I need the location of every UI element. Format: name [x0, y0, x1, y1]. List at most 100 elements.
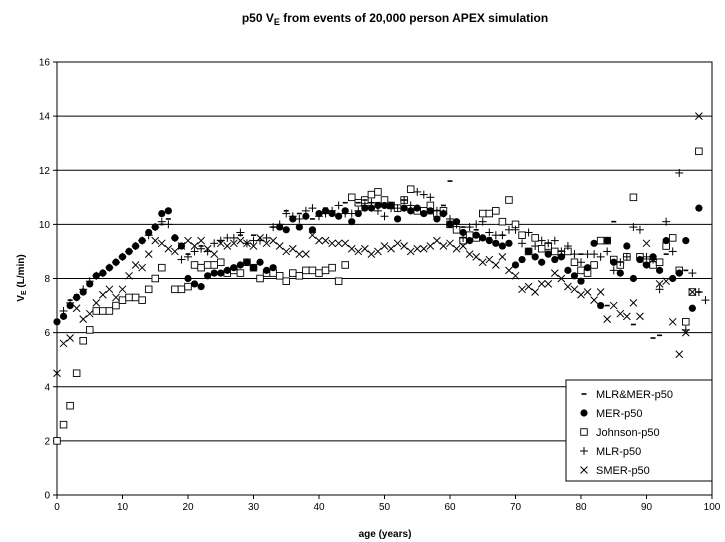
data-point	[118, 285, 127, 294]
data-point	[210, 239, 219, 248]
data-point	[400, 204, 408, 212]
data-point	[341, 261, 349, 269]
y-tick-label: 8	[44, 274, 50, 285]
data-point	[544, 239, 553, 248]
data-point	[511, 271, 520, 280]
data-point	[662, 277, 671, 286]
data-point	[315, 269, 323, 277]
data-point	[243, 258, 251, 266]
data-point	[459, 242, 467, 250]
data-point	[583, 264, 592, 272]
data-point	[472, 252, 481, 261]
data-point	[66, 401, 74, 410]
data-point	[263, 266, 271, 274]
x-tick-label: 80	[575, 502, 587, 513]
data-point	[479, 209, 487, 218]
data-point	[85, 309, 94, 318]
data-point	[157, 239, 166, 248]
legend-marker	[580, 447, 588, 455]
data-point	[79, 336, 87, 345]
data-point	[341, 207, 349, 215]
data-point	[577, 258, 585, 267]
data-point	[334, 239, 343, 248]
y-tick-label: 16	[39, 58, 51, 69]
data-point	[446, 220, 454, 228]
data-point	[335, 212, 343, 220]
data-point	[675, 168, 684, 177]
data-point	[295, 214, 304, 223]
data-point	[112, 293, 120, 302]
data-point	[537, 244, 546, 253]
data-point	[531, 234, 539, 242]
data-point	[695, 147, 703, 156]
data-point	[164, 220, 173, 229]
data-point	[426, 242, 435, 250]
data-point	[361, 204, 369, 212]
data-point	[380, 201, 389, 210]
data-point	[86, 280, 94, 288]
data-point	[276, 223, 284, 231]
data-point	[419, 244, 428, 253]
data-point	[321, 236, 330, 245]
data-point	[531, 253, 539, 261]
data-point	[118, 296, 127, 304]
data-point	[577, 277, 585, 285]
data-point	[125, 293, 133, 302]
data-point	[649, 253, 657, 261]
data-point	[570, 272, 579, 280]
data-point	[275, 272, 284, 280]
data-point	[53, 437, 61, 445]
data-point	[675, 350, 684, 359]
data-point	[72, 304, 81, 313]
data-point	[511, 261, 520, 269]
data-point	[236, 236, 245, 245]
data-point	[66, 301, 74, 310]
x-tick-label: 100	[704, 502, 721, 513]
data-point	[439, 242, 448, 250]
legend: MLR&MER-p50 MER-p50 Johnson-p50 MLR-p50 SMER…	[565, 379, 713, 482]
data-point	[682, 237, 690, 245]
data-point	[550, 236, 559, 245]
data-point	[321, 266, 330, 275]
data-point	[387, 201, 395, 210]
y-tick-label: 14	[39, 112, 51, 123]
data-point	[184, 282, 192, 291]
data-point	[249, 264, 258, 272]
y-tick-label: 10	[39, 220, 51, 231]
data-point	[380, 242, 389, 250]
data-point	[662, 217, 671, 226]
data-point	[138, 296, 146, 304]
legend-marker	[580, 428, 588, 436]
chart-title-sub: E	[274, 17, 280, 27]
data-point	[433, 215, 441, 223]
data-point	[315, 236, 323, 245]
data-point	[518, 255, 526, 264]
data-point	[341, 239, 350, 248]
data-point	[465, 250, 474, 258]
data-point	[197, 283, 205, 291]
data-points	[53, 112, 710, 445]
data-point	[419, 190, 428, 199]
legend-item: MLR-p50	[580, 446, 641, 458]
data-point	[669, 274, 677, 283]
data-point	[321, 207, 330, 215]
data-point	[144, 285, 153, 294]
data-point	[452, 244, 461, 253]
data-point	[125, 247, 133, 256]
data-point	[406, 247, 415, 256]
data-point	[668, 317, 677, 326]
x-axis-label: age (years)	[359, 529, 412, 540]
data-point	[393, 204, 402, 213]
data-point	[485, 255, 494, 264]
data-point	[688, 304, 696, 312]
data-point	[413, 204, 421, 212]
data-point	[367, 250, 376, 258]
data-point	[420, 209, 428, 218]
data-point	[590, 239, 598, 247]
data-point	[99, 269, 107, 277]
data-point	[177, 285, 186, 294]
data-point	[184, 274, 192, 283]
data-point	[190, 280, 199, 288]
data-point	[132, 242, 140, 250]
y-tick-label: 2	[44, 436, 50, 447]
